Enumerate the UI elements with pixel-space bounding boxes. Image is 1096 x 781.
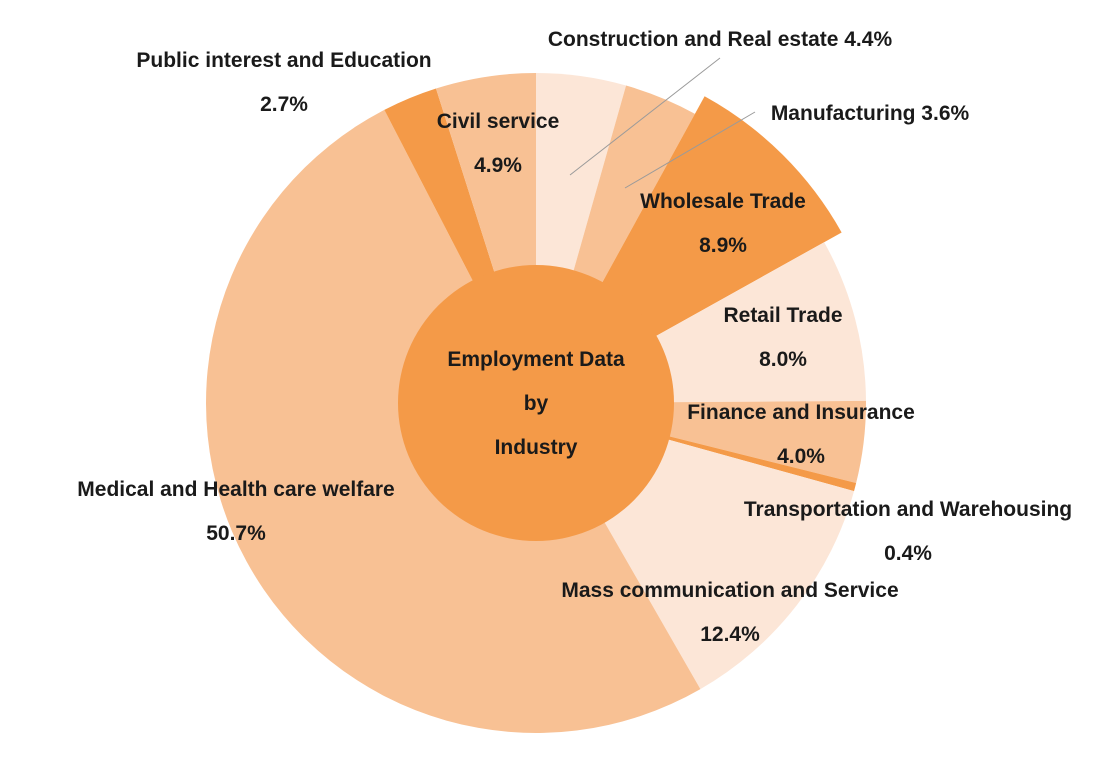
slice-manufacturing-label: Manufacturing 3.6% — [771, 102, 970, 125]
slice-wholesale-label: Wholesale Trade — [640, 190, 806, 213]
center-label-line: by — [524, 392, 549, 415]
center-hub — [398, 265, 674, 541]
slice-civil-service-value: 4.9% — [474, 154, 522, 177]
leader-lines — [569, 57, 756, 189]
center-label-line: Employment Data — [447, 348, 625, 371]
slice-mass-comm-value: 12.4% — [700, 623, 760, 646]
slice-finance-label: Finance and Insurance — [687, 401, 915, 424]
slice-mass-comm-label: Mass communication and Service — [561, 579, 898, 602]
slice-retail-value: 8.0% — [759, 348, 807, 371]
slice-manufacturing-leader — [624, 111, 756, 189]
slice-wholesale-value: 8.9% — [699, 234, 747, 257]
slice-retail-label: Retail Trade — [723, 304, 842, 327]
slice-transportation-value: 0.4% — [884, 542, 932, 565]
slice-civil-service-label: Civil service — [437, 110, 560, 133]
slice-finance-value: 4.0% — [777, 445, 825, 468]
slice-construction-leader — [569, 57, 721, 176]
slice-construction-label: Construction and Real estate 4.4% — [548, 28, 893, 51]
slice-medical-value: 50.7% — [206, 522, 266, 545]
slice-transportation-label: Transportation and Warehousing — [744, 498, 1072, 521]
slice-medical-label: Medical and Health care welfare — [77, 478, 394, 501]
slice-public-interest-label: Public interest and Education — [136, 49, 431, 72]
center-label-line: Industry — [495, 436, 578, 459]
slice-public-interest-value: 2.7% — [260, 93, 308, 116]
slice-labels: Construction and Real estate 4.4% Manufac… — [77, 28, 1072, 646]
center-label: Employment Data by Industry — [447, 348, 625, 459]
